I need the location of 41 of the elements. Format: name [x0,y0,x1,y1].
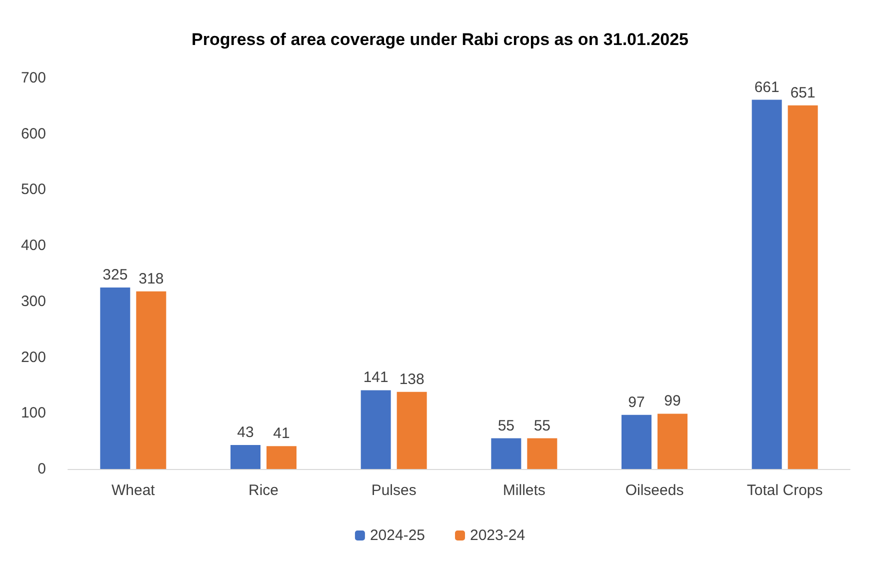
bar [658,414,688,469]
bar [100,287,130,469]
y-tick-label: 100 [20,404,46,422]
data-label: 141 [363,369,388,386]
x-tick-label: Rice [248,482,279,499]
bar [136,291,166,469]
y-tick-label: 0 [38,460,46,478]
data-label: 41 [273,425,290,442]
bar [360,390,391,469]
data-label: 43 [237,424,254,441]
data-label: 651 [790,84,816,102]
y-tick-label: 600 [20,125,46,142]
x-tick-label: Wheat [111,482,156,499]
y-tick-label: 400 [20,237,46,254]
bar [527,438,558,469]
y-tick-label: 500 [20,181,46,198]
bar [396,392,427,469]
legend-label: 2024-25 [370,527,426,544]
y-tick-label: 300 [20,292,46,310]
data-label: 55 [498,417,515,434]
bar [491,438,522,469]
data-label: 99 [664,392,681,410]
x-tick-label: Oilseeds [625,482,684,499]
data-label: 55 [534,417,551,434]
x-tick-label: Pulses [371,482,416,499]
bar [622,414,652,469]
bar [788,105,818,469]
bar [266,446,296,469]
data-label: 138 [399,370,424,388]
chart-title: Progress of area coverage under Rabi crops as on 31.01.2025 [191,30,689,49]
data-label: 318 [138,270,164,288]
x-tick-label: Millets [502,482,546,499]
data-label: 97 [628,394,645,411]
bar [230,444,260,469]
y-tick-label: 200 [20,348,46,366]
data-label: 325 [102,266,128,284]
y-tick-label: 700 [20,70,46,86]
data-label: 661 [754,78,780,96]
legend-label: 2023-24 [470,527,526,544]
x-tick-label: Total Crops [746,482,823,499]
bar [752,100,782,469]
